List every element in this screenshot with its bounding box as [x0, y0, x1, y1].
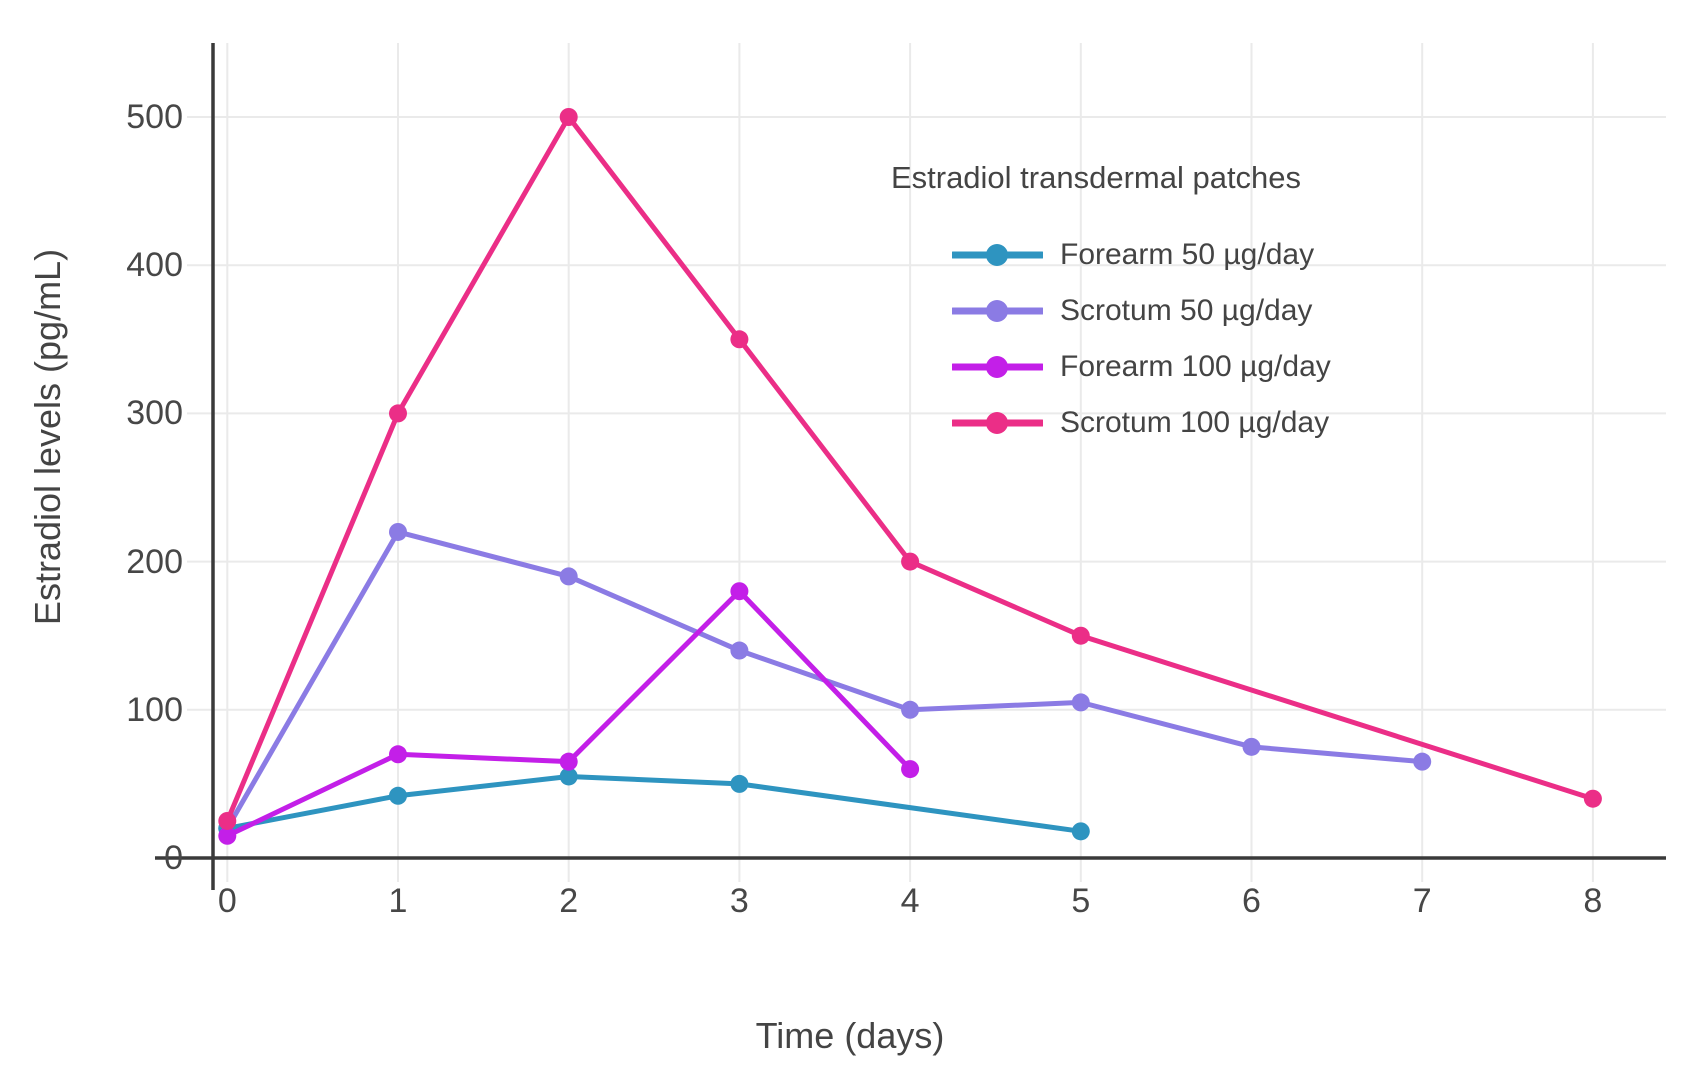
data-point-marker [559, 752, 578, 771]
x-tick-label: 7 [1412, 882, 1432, 920]
x-tick-label: 6 [1242, 882, 1261, 920]
y-tick-label: 200 [126, 542, 183, 581]
data-point-marker [1071, 693, 1090, 712]
x-tick-label: 8 [1583, 882, 1603, 920]
data-point-marker [559, 108, 578, 126]
x-tick-label: 5 [1071, 882, 1091, 920]
data-point-marker [730, 774, 749, 793]
data-point-marker [901, 760, 920, 779]
x-tick-label: 4 [900, 882, 920, 920]
y-tick-label: 100 [126, 690, 183, 729]
y-tick-label: 300 [126, 394, 183, 433]
x-tick-label: 1 [388, 882, 408, 920]
y-tick-label: 400 [126, 246, 183, 285]
data-point-marker [559, 767, 578, 786]
y-axis-title: Estradiol levels (pg/mL) [27, 248, 68, 626]
data-point-marker [730, 330, 749, 349]
data-point-marker [389, 745, 407, 764]
data-point-marker [1071, 626, 1090, 645]
data-point-marker [730, 582, 749, 601]
y-tick-label: 0 [164, 839, 183, 877]
data-point-marker [559, 567, 578, 586]
series-line [224, 773, 1084, 834]
data-point-marker [730, 641, 749, 660]
data-point-marker [389, 786, 407, 805]
x-tick-label: 3 [729, 882, 749, 920]
data-point-marker [389, 404, 407, 423]
data-point-marker [1242, 737, 1261, 756]
x-tick-label: 0 [217, 882, 237, 920]
data-point-marker [218, 811, 237, 830]
data-point-marker [1583, 789, 1602, 808]
y-tick-label: 500 [126, 98, 183, 136]
data-point-marker [1413, 752, 1432, 771]
data-point-marker [389, 522, 407, 541]
x-axis-title: Time (days) [755, 1015, 945, 1056]
data-point-marker [901, 552, 920, 571]
data-point-marker [901, 700, 920, 719]
x-tick-label: 2 [559, 882, 579, 920]
data-point-marker [1071, 822, 1090, 841]
data-point-marker [218, 826, 237, 845]
